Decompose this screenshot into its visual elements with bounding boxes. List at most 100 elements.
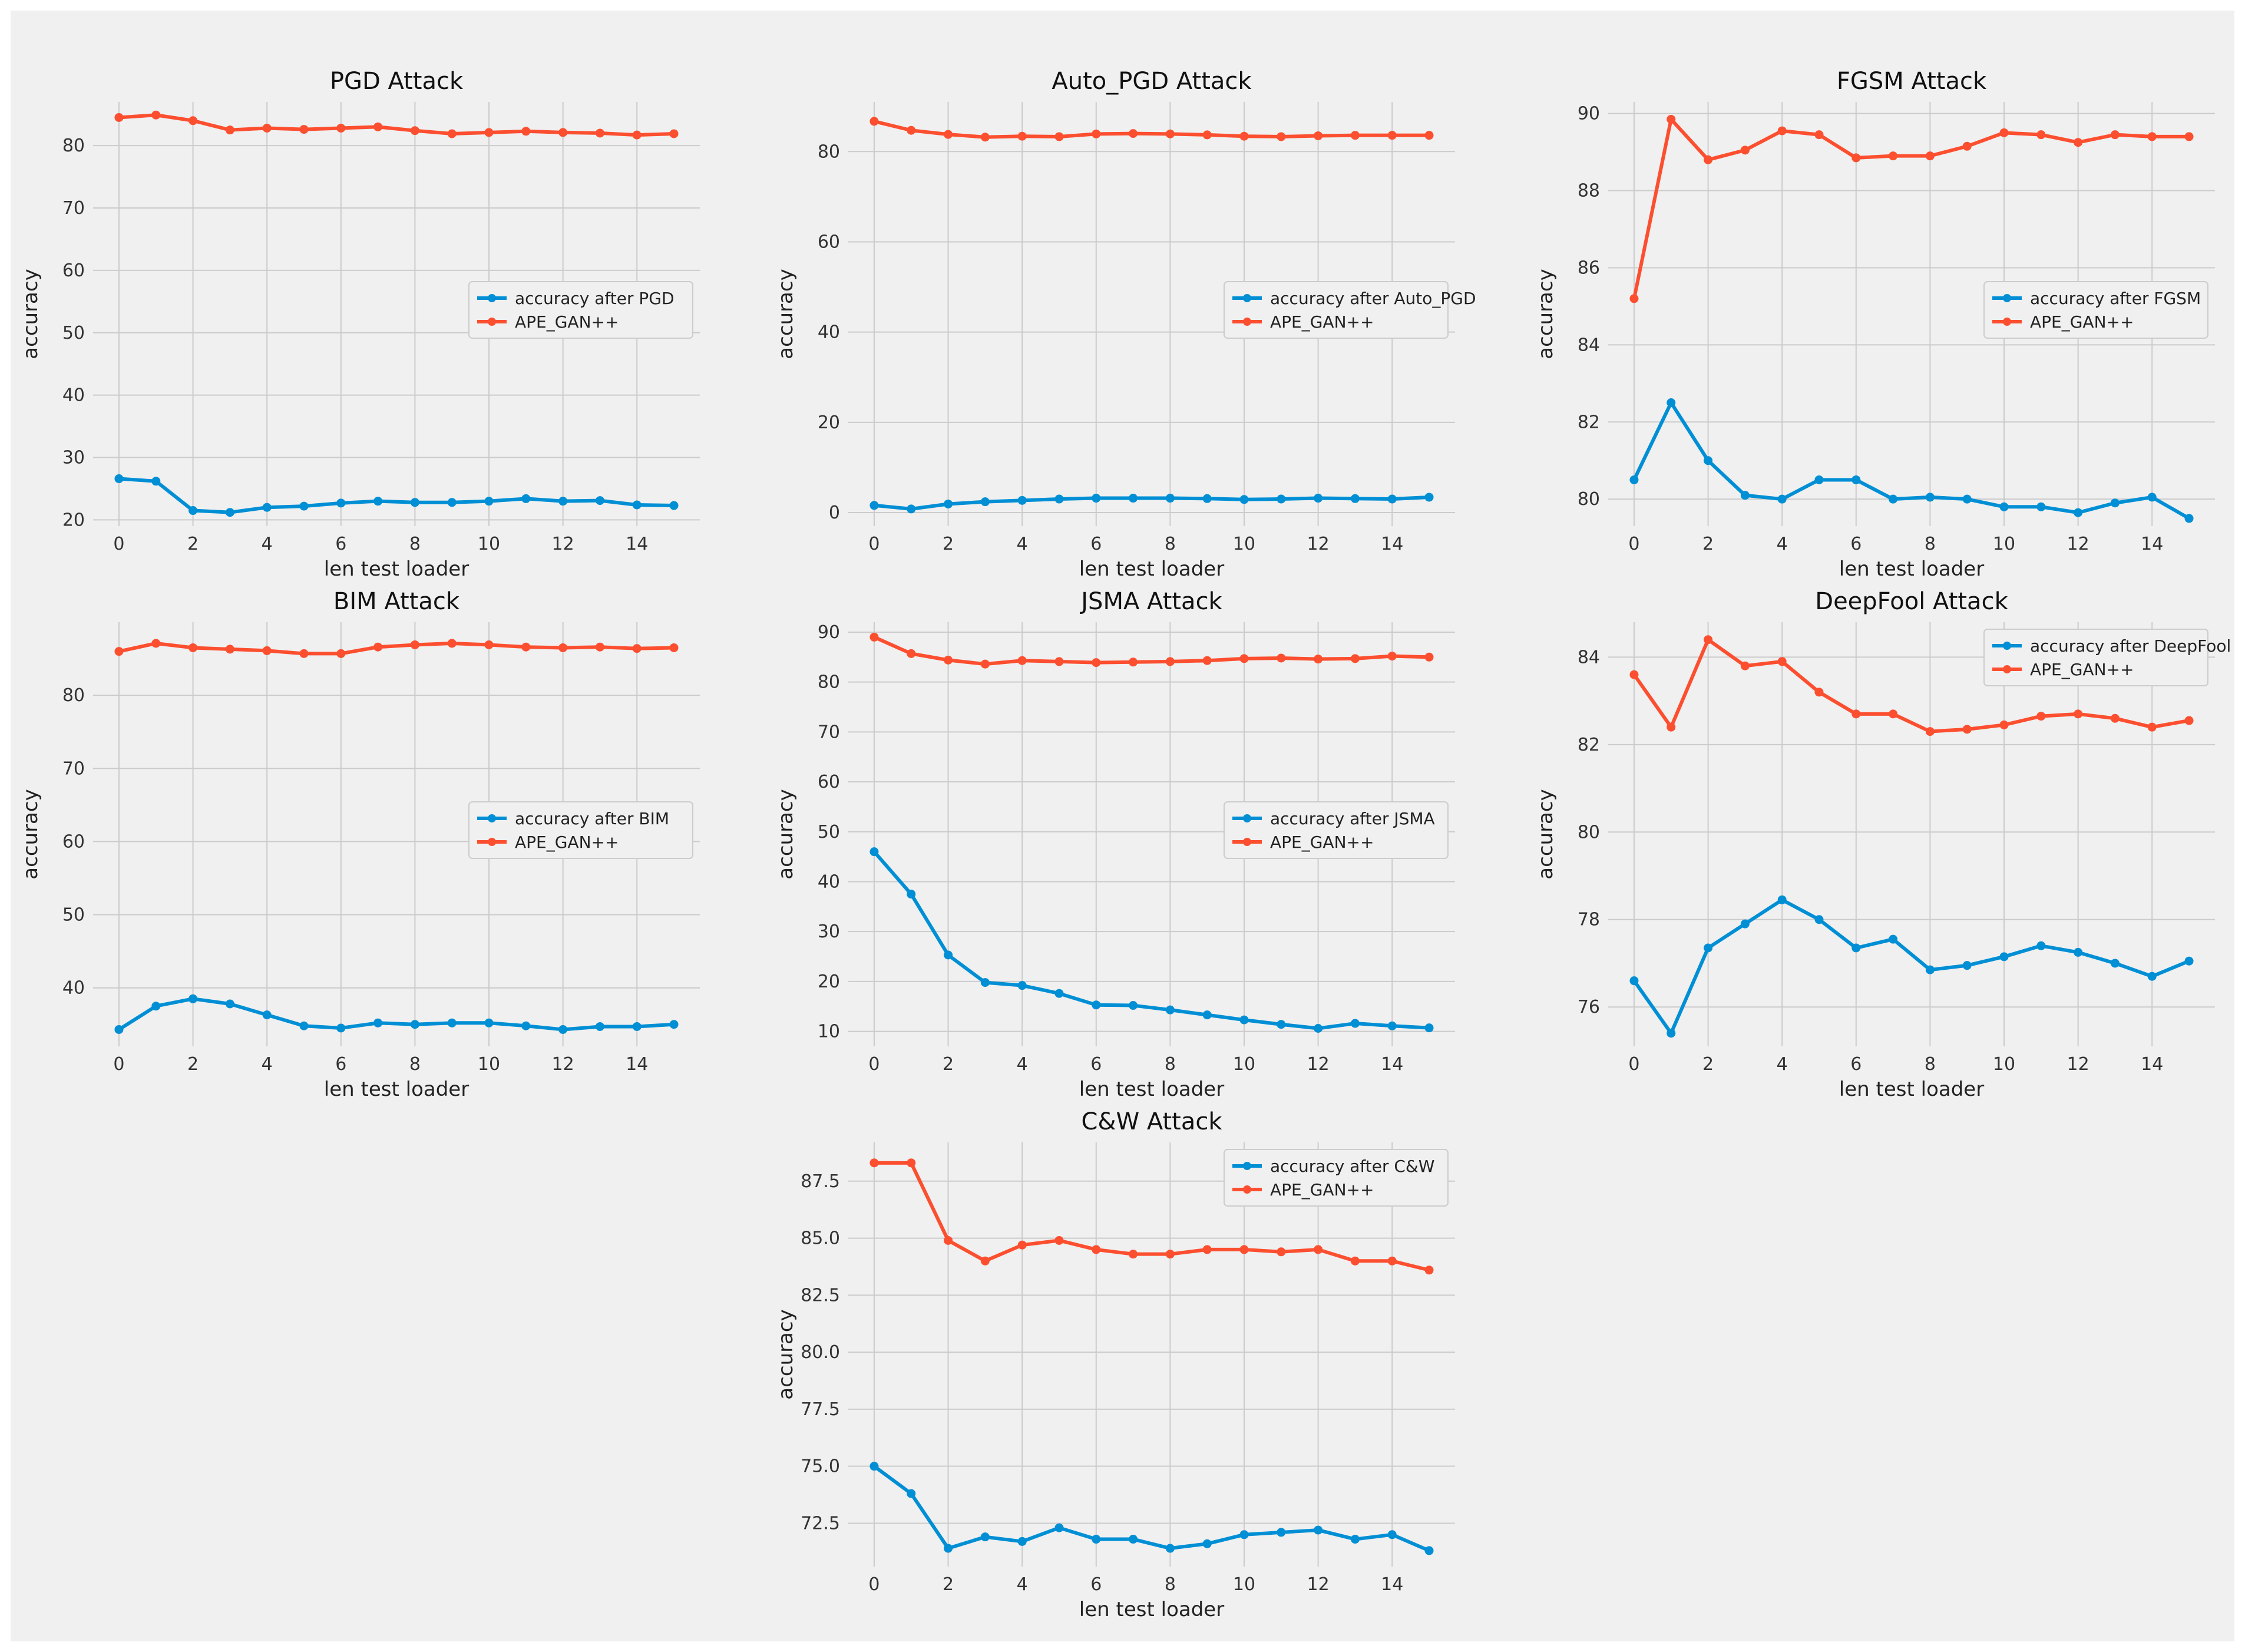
data-point [944, 655, 953, 665]
y-axis-label: accuracy [19, 789, 42, 879]
x-tick-label: 0 [113, 534, 124, 554]
data-point [558, 643, 568, 652]
legend-label: APE_GAN++ [1270, 312, 1374, 332]
y-tick-label: 50 [62, 905, 85, 926]
data-point [1314, 1525, 1323, 1535]
data-point [1667, 398, 1676, 408]
data-point [1629, 475, 1639, 484]
data-point [373, 122, 383, 131]
data-point [2074, 508, 2083, 517]
data-point [869, 501, 879, 510]
x-tick-label: 4 [1777, 1054, 1788, 1075]
data-point [410, 126, 419, 136]
data-point [2147, 493, 2157, 502]
data-point [336, 1023, 346, 1033]
data-point [980, 659, 990, 669]
data-point [262, 1010, 272, 1020]
y-tick-label: 82.5 [801, 1285, 840, 1306]
data-point [1165, 494, 1175, 503]
data-point [1092, 494, 1101, 503]
x-tick-label: 2 [187, 534, 199, 554]
data-point [2184, 514, 2194, 523]
data-point [151, 477, 161, 486]
legend: accuracy after FGSM APE_GAN++ [1983, 281, 2208, 339]
data-point [114, 113, 124, 122]
legend-swatch-marker [488, 318, 496, 326]
series-line [117, 113, 676, 137]
data-point [1054, 1523, 1064, 1532]
data-point [669, 1020, 679, 1029]
data-point [1202, 1539, 1212, 1548]
x-tick-label: 8 [1165, 1054, 1176, 1075]
x-axis-label: len test loader [324, 1078, 469, 1101]
data-point [447, 639, 457, 648]
x-tick-label: 12 [1307, 534, 1330, 554]
data-point [1350, 131, 1360, 140]
x-tick-label: 14 [2141, 534, 2163, 554]
y-tick-label: 72.5 [801, 1513, 840, 1534]
data-point [1889, 934, 1898, 944]
data-point [2147, 972, 2157, 981]
x-tick-label: 12 [2067, 1054, 2089, 1075]
data-point [336, 649, 346, 658]
data-point [1889, 494, 1898, 504]
data-point [484, 128, 494, 137]
y-tick-label: 80 [62, 136, 85, 156]
series-line [117, 997, 676, 1032]
x-tick-label: 12 [1307, 1054, 1330, 1075]
y-tick-label: 30 [818, 921, 840, 942]
x-axis-label: len test loader [1079, 557, 1224, 581]
x-tick-label: 10 [1233, 534, 1255, 554]
x-tick-label: 6 [1850, 534, 1862, 554]
y-tick-label: 76 [1578, 997, 1600, 1017]
x-tick-label: 8 [409, 1054, 421, 1075]
legend: accuracy after BIM APE_GAN++ [468, 801, 693, 859]
y-tick-label: 40 [818, 871, 840, 892]
data-point [1129, 1001, 1138, 1010]
data-point [1629, 976, 1639, 986]
data-point [114, 474, 124, 484]
data-point [1387, 1256, 1397, 1266]
data-point [1889, 151, 1898, 161]
chart-panel-5: 0 2 4 6 8 10 12 14 76 78 80 82 84 DeepFool Attack len … [1534, 588, 2231, 1101]
figure-background: 0 2 4 6 8 10 12 14 20 30 40 50 60 70 80 PGD Attack len t… [11, 11, 2234, 1641]
data-point [151, 110, 161, 120]
data-point [1054, 989, 1064, 998]
data-point [299, 501, 309, 511]
series-line [1632, 117, 2191, 300]
y-axis-label: accuracy [774, 789, 798, 879]
x-tick-label: 2 [1702, 1054, 1714, 1075]
series-blue [114, 994, 679, 1034]
data-point [1629, 670, 1639, 679]
data-point [632, 130, 642, 140]
data-point [299, 1021, 309, 1030]
legend-label: accuracy after BIM [515, 809, 669, 828]
data-point [907, 504, 916, 514]
data-point [907, 1158, 916, 1168]
series-red [869, 117, 1434, 142]
data-point [1704, 456, 1713, 465]
data-point [114, 1025, 124, 1034]
data-point [336, 123, 346, 133]
legend-swatch-marker [488, 814, 496, 822]
data-point [1667, 722, 1676, 732]
x-tick-label: 12 [552, 1054, 574, 1075]
data-point [2184, 716, 2194, 725]
legend: accuracy after Auto_PGD APE_GAN++ [1224, 281, 1476, 339]
legend-swatch-marker [2003, 642, 2011, 650]
data-point [1054, 657, 1064, 666]
data-point [1017, 1537, 1027, 1546]
data-point [1277, 132, 1286, 141]
data-point [1165, 1250, 1175, 1259]
data-point [1999, 502, 2009, 511]
data-point [1239, 1530, 1249, 1539]
legend-swatch-marker [1243, 838, 1251, 846]
legend-box [1983, 281, 2208, 339]
data-point [2184, 132, 2194, 141]
legend-box [1224, 801, 1449, 859]
data-point [1277, 1247, 1286, 1257]
data-point [1017, 495, 1027, 505]
data-point [980, 1532, 990, 1542]
data-point [1424, 652, 1434, 662]
x-tick-label: 4 [1017, 1054, 1028, 1075]
